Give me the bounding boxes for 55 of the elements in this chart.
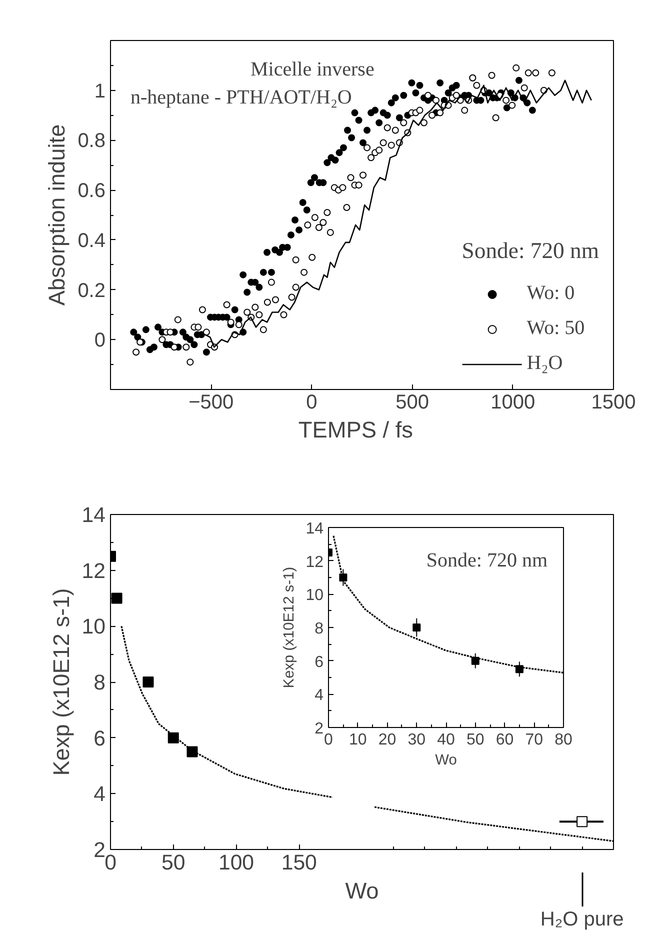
- y-tick-label: 0.4: [78, 230, 106, 252]
- legend-title: Sonde: 720 nm: [462, 238, 599, 264]
- y-tick-label: 12: [82, 558, 106, 583]
- legend-label: Wo: 0: [526, 282, 575, 305]
- y-tick-label: 14: [306, 520, 324, 538]
- y-tick-label: 4: [94, 782, 106, 806]
- x-axis-title: TEMPS / fs: [298, 416, 413, 442]
- annotation: n-heptane - PTH/AOT/H₂O: [130, 86, 352, 108]
- point: [412, 624, 421, 632]
- y-tick-label: 8: [314, 620, 324, 638]
- x-tick-label: 70: [525, 732, 544, 748]
- y-axis-title: Kexp (x10E12 s-1): [282, 566, 298, 688]
- x-tick-label: 500: [396, 392, 429, 414]
- y-axis-title: Kexp (x10E12 s-1): [48, 588, 74, 776]
- x-axis-title: Wo: [435, 752, 457, 768]
- point: [576, 816, 588, 828]
- y-tick-label: 4: [314, 687, 324, 704]
- x-tick-label: 150: [281, 850, 318, 874]
- x-tick-label: 1000: [490, 392, 536, 414]
- y-axis-title: Absorption induite: [44, 124, 70, 306]
- x-tick-label: 10: [348, 732, 367, 748]
- x-tick-label: 100: [218, 850, 254, 874]
- point: [111, 592, 122, 604]
- x-tick-label: 50: [466, 732, 484, 748]
- y-tick-label: 0.8: [78, 130, 106, 152]
- point: [142, 676, 154, 688]
- x-tick-label: 50: [162, 850, 186, 874]
- y-tick-label: 0.2: [78, 280, 106, 302]
- x-axis-title: Wo: [345, 878, 379, 904]
- x-tick-label: 1500: [591, 392, 636, 414]
- y-tick-label: 0: [94, 330, 106, 352]
- y-tick-label: 0.6: [78, 180, 106, 202]
- annotation: Micelle inverse: [250, 58, 374, 80]
- x-tick-label: 60: [496, 732, 514, 748]
- x-tick-label: 20: [378, 732, 396, 748]
- point: [168, 732, 179, 744]
- y-tick-label: 8: [94, 670, 106, 694]
- x-tick-label: 40: [437, 732, 455, 748]
- legend-label: Wo: 50: [526, 317, 585, 340]
- y-tick-label: 2: [314, 720, 324, 738]
- annotation: Sonde: 720 nm: [426, 550, 548, 572]
- y-tick-label: 6: [94, 726, 106, 750]
- y-tick-label: 10: [306, 587, 324, 604]
- point: [471, 656, 480, 665]
- x-tick-label: 80: [554, 732, 572, 748]
- text: H₂O pure: [540, 908, 624, 930]
- legend-label: H₂O: [526, 352, 563, 375]
- y-tick-label: 10: [82, 614, 106, 639]
- x-tick-label: 30: [408, 732, 426, 748]
- y-tick-label: 2: [94, 838, 106, 862]
- y-tick-label: 6: [314, 654, 324, 671]
- y-tick-label: 1: [94, 80, 106, 102]
- y-tick-label: 14: [82, 503, 106, 527]
- y-tick-label: 12: [306, 554, 324, 571]
- x-tick-label: −500: [188, 392, 234, 414]
